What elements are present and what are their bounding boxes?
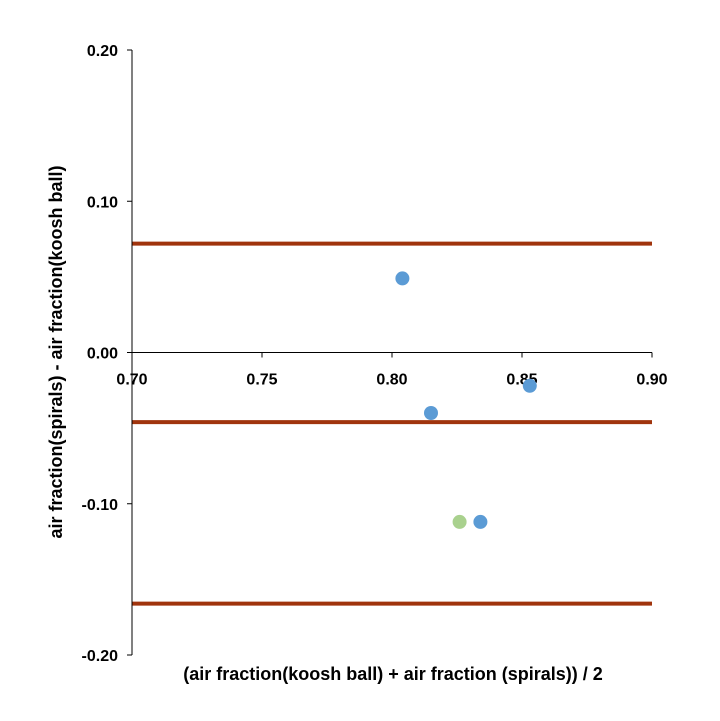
data-point	[424, 406, 438, 420]
x-tick-label: 0.70	[116, 372, 147, 389]
x-ticks: 0.70 0.75 0.80 0.85 0.90	[116, 352, 668, 389]
x-axis-title: (air fraction(koosh ball) + air fraction…	[183, 664, 603, 684]
data-point	[395, 271, 410, 286]
data-point	[452, 514, 467, 529]
x-tick-label: 0.80	[376, 372, 407, 389]
y-tick-label: 0.20	[87, 43, 118, 60]
data-point	[522, 378, 537, 393]
y-tick-label: -0.10	[82, 497, 119, 514]
reference-lines	[132, 241, 652, 606]
y-axis-title: air fraction(spirals) - air fraction(koo…	[46, 165, 66, 538]
data-point	[473, 514, 488, 529]
y-tick-label: 0.00	[87, 346, 118, 363]
y-ticks: 0.20 0.10 0.00 -0.10 -0.20	[82, 43, 132, 665]
x-tick-label: 0.75	[246, 372, 277, 389]
data-points	[395, 271, 537, 529]
y-tick-label: 0.10	[87, 194, 118, 211]
y-tick-label: -0.20	[82, 648, 119, 665]
x-tick-label: 0.90	[636, 372, 667, 389]
